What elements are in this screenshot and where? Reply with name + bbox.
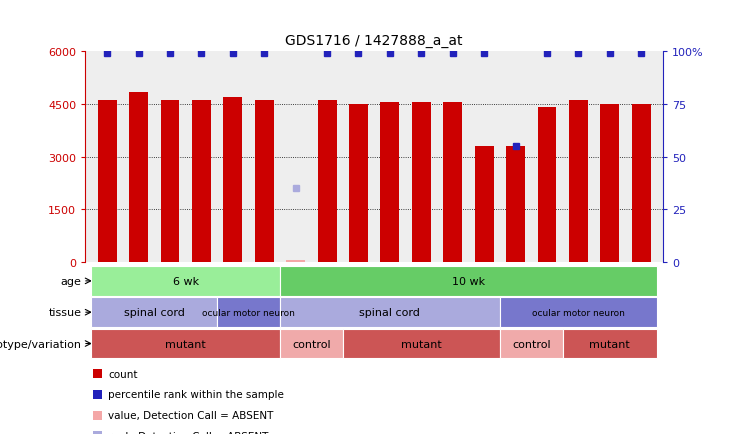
Bar xyxy=(349,105,368,263)
Bar xyxy=(380,103,399,263)
Text: spinal cord: spinal cord xyxy=(124,308,185,317)
Bar xyxy=(475,147,494,263)
Bar xyxy=(537,108,556,263)
Text: mutant: mutant xyxy=(401,339,442,349)
Bar xyxy=(255,101,273,263)
Text: age: age xyxy=(61,276,82,286)
Text: ocular motor neuron: ocular motor neuron xyxy=(532,308,625,317)
Bar xyxy=(224,98,242,263)
Bar xyxy=(506,147,525,263)
Text: spinal cord: spinal cord xyxy=(359,308,420,317)
Bar xyxy=(318,101,336,263)
Bar xyxy=(286,261,305,263)
Bar xyxy=(129,92,148,263)
Bar xyxy=(569,101,588,263)
Text: rank, Detection Call = ABSENT: rank, Detection Call = ABSENT xyxy=(108,431,268,434)
Bar xyxy=(98,101,116,263)
Text: value, Detection Call = ABSENT: value, Detection Call = ABSENT xyxy=(108,411,273,420)
Text: tissue: tissue xyxy=(48,308,82,317)
Text: percentile rank within the sample: percentile rank within the sample xyxy=(108,390,284,399)
Text: count: count xyxy=(108,369,138,378)
Text: mutant: mutant xyxy=(165,339,206,349)
Bar xyxy=(192,101,211,263)
Text: mutant: mutant xyxy=(589,339,630,349)
Text: genotype/variation: genotype/variation xyxy=(0,339,82,349)
Bar xyxy=(443,103,462,263)
Text: ocular motor neuron: ocular motor neuron xyxy=(202,308,295,317)
Text: 6 wk: 6 wk xyxy=(173,276,199,286)
Bar xyxy=(161,101,179,263)
Text: control: control xyxy=(512,339,551,349)
Text: 10 wk: 10 wk xyxy=(452,276,485,286)
Bar xyxy=(600,105,619,263)
Bar xyxy=(632,105,651,263)
Title: GDS1716 / 1427888_a_at: GDS1716 / 1427888_a_at xyxy=(285,34,463,48)
Bar xyxy=(412,103,431,263)
Text: control: control xyxy=(292,339,330,349)
